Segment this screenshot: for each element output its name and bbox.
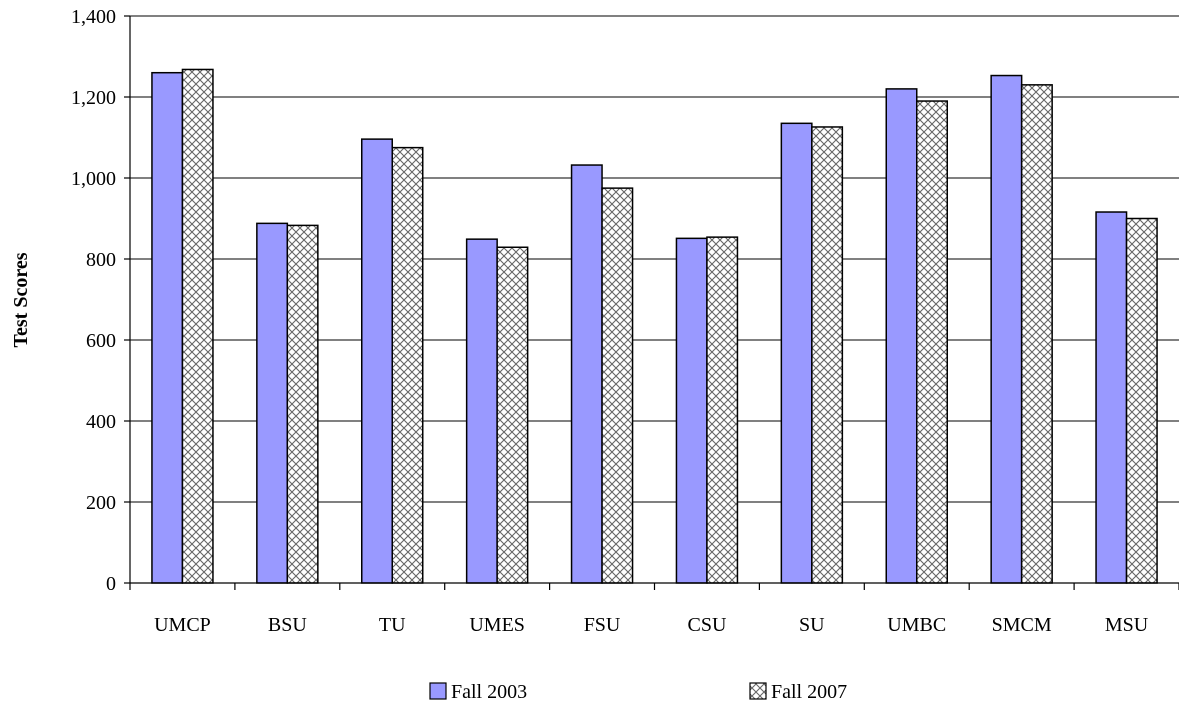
x-tick-label: TU [379,614,406,636]
x-tick-label: SMCM [992,614,1052,636]
x-tick-label: MSU [1105,614,1149,636]
legend-swatch [749,682,767,700]
bar-fall-2003-msu [1095,211,1128,584]
bar-fall-2007-msu [1125,217,1158,584]
legend-label: Fall 2003 [451,681,527,703]
y-tick-label: 1,000 [71,168,116,190]
bar-fall-2007-csu [706,236,739,584]
y-tick-label: 200 [86,492,116,514]
y-tick-label: 1,200 [71,87,116,109]
x-tick-label: UMCP [154,614,211,636]
y-axis-title: Test Scores [10,252,32,347]
bar-fall-2003-smcm [990,74,1023,584]
y-tick-label: 600 [86,330,116,352]
y-tick-label: 400 [86,411,116,433]
x-tick-label: UMES [469,614,525,636]
axes [124,15,1179,590]
y-tick-labels: 0 200 400 600 800 1,000 1,200 1,400 [71,6,116,595]
bar-fall-2003-fsu [570,164,603,584]
bar-fall-2007-umes [496,246,529,584]
legend-swatch [429,682,447,700]
bar-fall-2007-su [811,126,844,584]
bar-fall-2007-tu [391,146,424,584]
bar-fall-2003-umes [465,238,498,584]
x-tick-label: SU [799,614,825,636]
x-tick-label: UMBC [887,614,946,636]
bar-fall-2007-umcp [181,68,214,584]
bar-fall-2007-fsu [601,187,634,584]
bar-fall-2007-umbc [916,100,948,584]
bar-fall-2007-bsu [286,224,319,584]
x-tick-label: BSU [268,614,307,636]
legend-label: Fall 2007 [771,681,847,703]
x-tick-label: FSU [584,614,621,636]
bar-fall-2007-smcm [1020,84,1053,584]
y-tick-label: 0 [106,573,116,595]
bar-fall-2003-csu [675,237,708,584]
bar-fall-2003-su [780,122,813,584]
x-tick-label: CSU [687,614,726,636]
legend: Fall 2003 Fall 2007 [429,681,847,703]
bar-fall-2003-bsu [256,222,289,584]
bars [151,68,1158,584]
x-tick-labels: UMCP BSU TU UMES FSU CSU SU UMBC SMCM MSU [154,614,1149,636]
bar-fall-2003-tu [361,138,393,584]
y-tick-label: 1,400 [71,6,116,28]
legend-item: Fall 2007 [749,681,847,703]
bar-fall-2003-umcp [151,71,184,584]
bar-fall-2003-umbc [885,88,918,584]
legend-item: Fall 2003 [429,681,527,703]
y-tick-label: 800 [86,249,116,271]
